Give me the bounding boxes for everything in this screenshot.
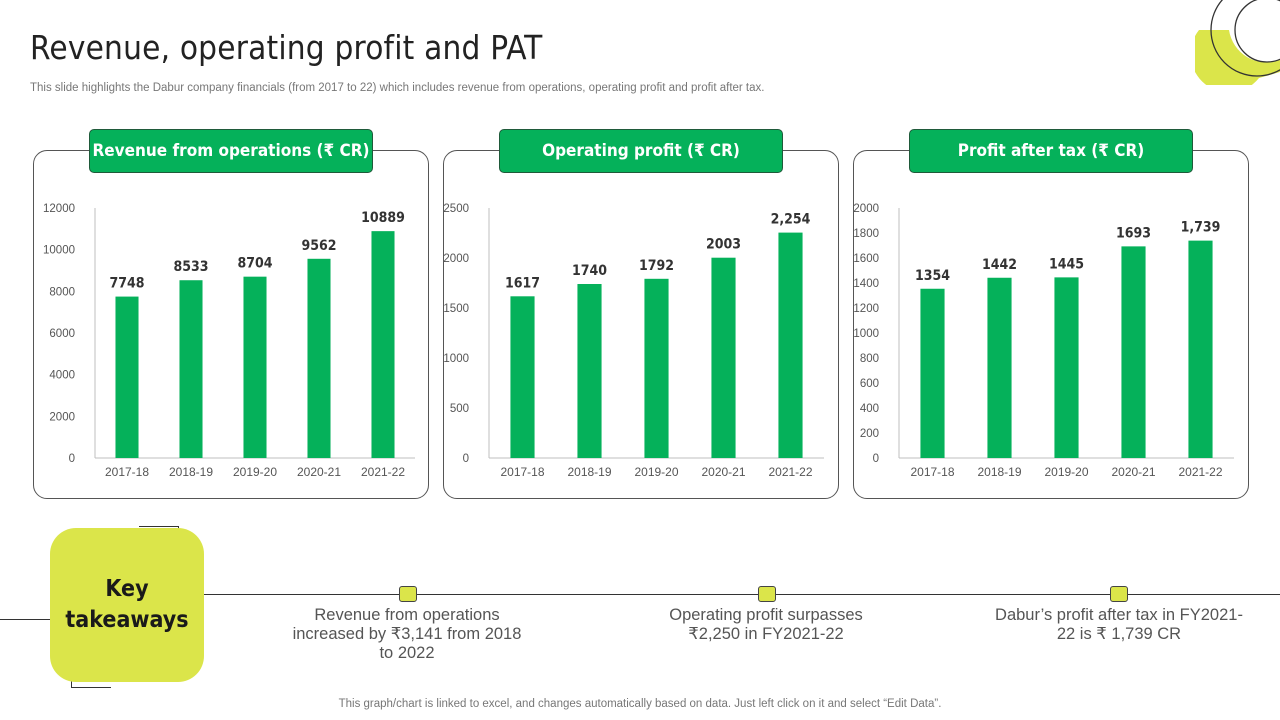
x-tick-label: 2018-19 xyxy=(567,465,611,479)
decorative-circles xyxy=(1195,0,1280,85)
x-tick-label: 2021-22 xyxy=(768,465,812,479)
y-tick-label: 2000 xyxy=(49,411,75,423)
bar-data-label: 8533 xyxy=(173,259,208,275)
key-takeaways-line1: Key xyxy=(105,575,149,602)
bar xyxy=(711,257,736,458)
y-tick-label: 0 xyxy=(873,453,879,465)
timeline-line xyxy=(178,594,1280,595)
bar xyxy=(510,296,535,458)
bar-data-label: 1442 xyxy=(982,257,1017,273)
y-tick-label: 6000 xyxy=(49,328,75,340)
bar-data-label: 1740 xyxy=(572,263,607,279)
operating-profit-chart-panel: Operating profit (₹ CR) 0 500 1000 1500 2000… xyxy=(443,129,839,499)
pat-chart: 0 200 400 600 800 1000 1200 1400 1600 1800 2000 135… xyxy=(853,203,1234,479)
bar xyxy=(307,258,331,458)
bar-data-label: 9562 xyxy=(301,238,336,254)
bar-data-label: 1693 xyxy=(1116,225,1151,241)
bar xyxy=(1188,240,1213,458)
y-tick-label: 2500 xyxy=(443,203,469,215)
bar-data-label: 1617 xyxy=(505,275,540,291)
x-tick-label: 2018-19 xyxy=(169,465,213,479)
y-tick-label: 1800 xyxy=(853,228,879,240)
y-tick-label: 1000 xyxy=(443,353,469,365)
y-tick-label: 2000 xyxy=(443,253,469,265)
timeline-connector-top xyxy=(139,526,179,527)
bar xyxy=(1121,246,1146,458)
bar-data-label: 2,254 xyxy=(771,212,811,228)
bar xyxy=(179,280,203,458)
y-tick-label: 1400 xyxy=(853,278,879,290)
bar xyxy=(1054,277,1079,458)
left-connector-h xyxy=(0,619,72,620)
y-tick-label: 500 xyxy=(450,403,469,415)
key-takeaways-box: Key takeaways xyxy=(50,528,204,682)
y-tick-label: 8000 xyxy=(49,286,75,298)
pat-chart-panel: Profit after tax (₹ CR) 0 200 400 600 800 100… xyxy=(853,129,1249,499)
x-tick-label: 2021-22 xyxy=(361,465,405,479)
bar xyxy=(243,276,267,458)
x-tick-label: 2020-21 xyxy=(1111,465,1155,479)
x-tick-label: 2020-21 xyxy=(701,465,745,479)
x-tick-label: 2017-18 xyxy=(500,465,544,479)
y-tick-label: 600 xyxy=(860,378,879,390)
takeaway-marker-1 xyxy=(399,586,417,602)
bar-data-label: 1792 xyxy=(639,258,674,274)
left-connector-bottom xyxy=(71,687,111,688)
page-title: Revenue, operating profit and PAT xyxy=(30,28,543,67)
operating-profit-chart: 0 500 1000 1500 2000 2500 1617 2017-18 1740 2018-… xyxy=(443,203,824,479)
y-tick-label: 1000 xyxy=(853,328,879,340)
bar xyxy=(115,296,139,458)
y-tick-label: 0 xyxy=(463,453,469,465)
takeaway-revenue: Revenue from operations increased by ₹3,… xyxy=(292,606,522,662)
y-tick-label: 12000 xyxy=(43,203,75,215)
y-tick-label: 1500 xyxy=(443,303,469,315)
revenue-chart-panel: Revenue from operations (₹ CR) 0 2000 4000… xyxy=(33,129,429,499)
y-tick-label: 0 xyxy=(69,453,75,465)
y-tick-label: 2000 xyxy=(853,203,879,215)
key-takeaways-line2: takeaways xyxy=(65,607,189,633)
bar-data-label: 2003 xyxy=(706,237,741,253)
bar-data-label: 1445 xyxy=(1049,256,1084,272)
bar xyxy=(778,232,803,458)
y-tick-label: 1200 xyxy=(853,303,879,315)
x-tick-label: 2019-20 xyxy=(233,465,277,479)
y-tick-label: 400 xyxy=(860,403,879,415)
x-tick-label: 2018-19 xyxy=(977,465,1021,479)
bar xyxy=(987,277,1012,458)
x-tick-label: 2020-21 xyxy=(297,465,341,479)
operating-profit-chart-title: Operating profit (₹ CR) xyxy=(499,129,783,173)
bar xyxy=(920,288,945,458)
takeaway-marker-3 xyxy=(1110,586,1128,602)
pat-chart-title: Profit after tax (₹ CR) xyxy=(909,129,1193,173)
bar xyxy=(577,284,602,458)
revenue-chart-title: Revenue from operations (₹ CR) xyxy=(89,129,373,173)
revenue-chart: 0 2000 4000 6000 8000 10000 12000 7748 2017-18 85… xyxy=(43,203,415,479)
y-tick-label: 4000 xyxy=(49,370,75,382)
page-subtitle: This slide highlights the Dabur company … xyxy=(30,82,765,94)
bar xyxy=(644,278,669,458)
footer-note: This graph/chart is linked to excel, and… xyxy=(338,698,942,710)
x-tick-label: 2017-18 xyxy=(105,465,149,479)
x-tick-label: 2019-20 xyxy=(634,465,678,479)
takeaway-marker-2 xyxy=(758,586,776,602)
bar-data-label: 8704 xyxy=(237,256,272,272)
bar-data-label: 1,739 xyxy=(1181,220,1221,236)
bar-data-label: 10889 xyxy=(361,210,405,226)
bar-data-label: 1354 xyxy=(915,268,950,284)
takeaway-pat: Dabur’s profit after tax in FY2021-22 is… xyxy=(995,606,1243,643)
bar-data-label: 7748 xyxy=(109,276,144,292)
bar xyxy=(371,231,395,458)
takeaway-operating-profit: Operating profit surpasses ₹2,250 in FY2… xyxy=(669,606,863,643)
y-tick-label: 10000 xyxy=(43,245,75,257)
x-tick-label: 2017-18 xyxy=(910,465,954,479)
y-tick-label: 200 xyxy=(860,428,879,440)
x-tick-label: 2021-22 xyxy=(1178,465,1222,479)
y-tick-label: 800 xyxy=(860,353,879,365)
x-tick-label: 2019-20 xyxy=(1044,465,1088,479)
y-tick-label: 1600 xyxy=(853,253,879,265)
